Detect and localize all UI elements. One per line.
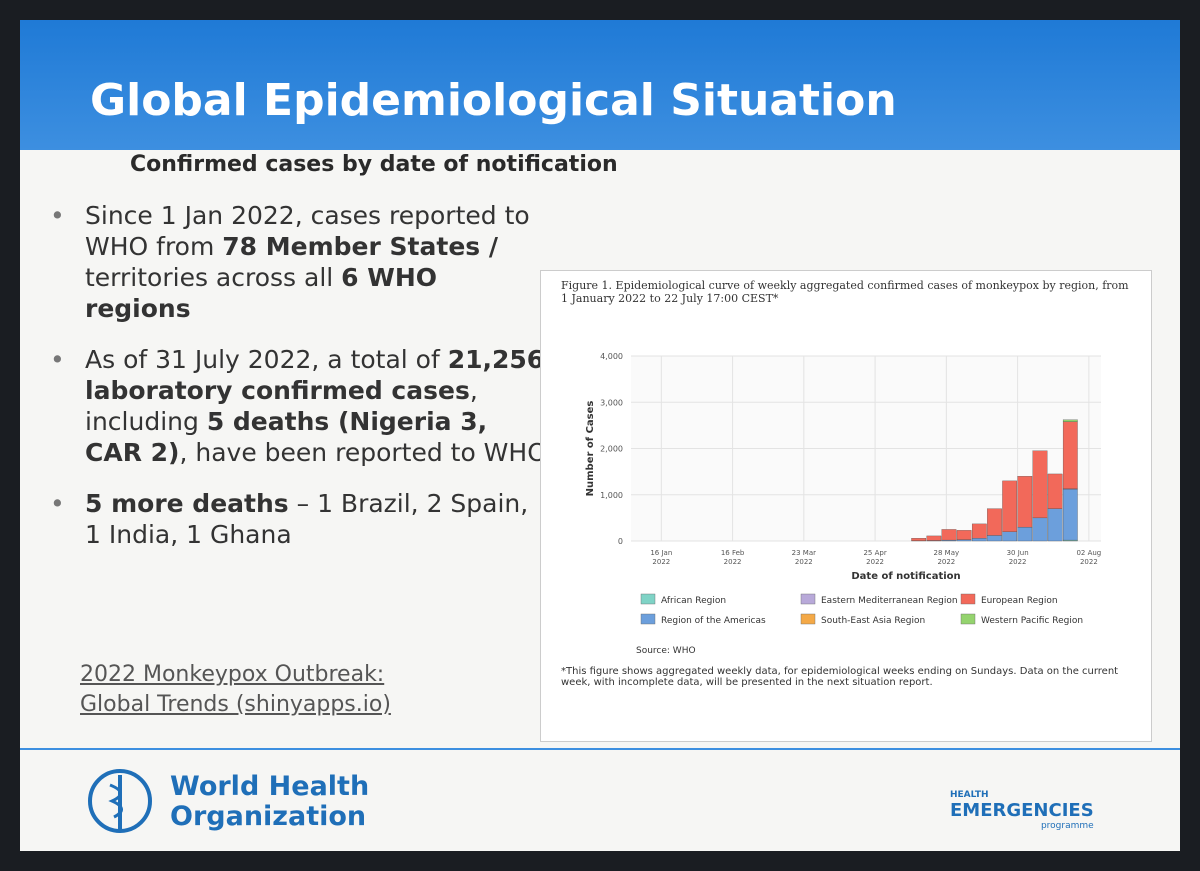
bullet-text: 21,256 laboratory confirmed cases — [85, 345, 545, 405]
slide-title: Global Epidemiological Situation — [90, 75, 897, 126]
legend-swatch — [800, 613, 816, 625]
y-tick-label: 4,000 — [600, 352, 623, 361]
programme-logo: HEALTH EMERGENCIES programme — [950, 790, 1094, 831]
bar-segment — [971, 523, 987, 539]
legend-swatch — [960, 593, 976, 605]
bullet-list: Since 1 Jan 2022, cases reported to WHO … — [50, 200, 550, 570]
bullet-text: 5 more deaths — [85, 489, 289, 518]
x-tick-label: 2022 — [937, 558, 955, 566]
bar-segment — [956, 539, 972, 542]
bar-segment — [1062, 489, 1078, 541]
legend-swatch — [800, 593, 816, 605]
programme-line: HEALTH — [950, 790, 989, 800]
footnote: *This figure shows aggregated weekly dat… — [561, 666, 1119, 688]
y-tick-label: 2,000 — [600, 445, 623, 454]
bullet-text: , including — [85, 376, 478, 436]
figure-title-box: Figure 1. Epidemiological curve of weekl… — [561, 279, 1129, 305]
bar-segment — [971, 538, 987, 542]
bullet-text: 5 deaths (Nigeria 3, CAR 2) — [85, 407, 488, 467]
bullet-text: 78 Member States / — [222, 232, 498, 261]
x-tick-label: 2022 — [795, 558, 813, 566]
bar-segment — [1017, 526, 1033, 542]
slide-subtitle: Confirmed cases by date of notification — [130, 152, 618, 177]
legend-label: African Region — [661, 596, 726, 606]
org-line: Organization — [170, 801, 367, 832]
header-band — [20, 20, 1180, 150]
slide: Global Epidemiological Situation Confirm… — [20, 20, 1180, 851]
bar-segment — [1032, 517, 1048, 542]
x-tick-label: 23 Mar — [792, 549, 816, 557]
chart: Figure 1. Epidemiological curve of weekl… — [561, 279, 1129, 688]
footer-rule — [20, 748, 1180, 750]
bar-segment — [1002, 480, 1018, 532]
bar-segment — [1062, 421, 1078, 489]
bar-segment — [1047, 508, 1063, 542]
bar-segment — [1017, 476, 1033, 528]
who-logo — [88, 769, 152, 833]
bar-segment — [987, 535, 1002, 542]
y-tick-label: 3,000 — [600, 398, 623, 407]
programme-line: programme — [1040, 821, 1094, 831]
bar-segment — [926, 535, 942, 541]
bullet-text: , have been reported to WHO — [179, 438, 547, 467]
bullet-text: 6 WHO regions — [85, 263, 438, 323]
x-tick-label: 2022 — [652, 558, 670, 566]
bar-segment — [1062, 419, 1078, 422]
bar-segment — [911, 538, 927, 541]
bar-segment — [1047, 473, 1063, 509]
x-tick-label: 25 Apr — [863, 549, 886, 557]
x-tick-label: 16 Feb — [721, 549, 745, 557]
bullet: 5 more deaths – 1 Brazil, 2 Spain, 1 Ind… — [50, 488, 550, 550]
bullet-text: As of 31 July 2022, a total of — [85, 345, 448, 374]
bar-segment — [956, 530, 972, 540]
x-tick-label: 2022 — [1080, 558, 1098, 566]
bar-segment — [987, 508, 1002, 536]
legend-label: Eastern Mediterranean Region — [821, 596, 958, 606]
x-tick-label: 2022 — [866, 558, 884, 566]
x-tick-label: 02 Aug — [1076, 549, 1101, 557]
bar-segment — [1002, 531, 1018, 542]
legend-swatch — [640, 613, 656, 625]
x-tick-label: 28 May — [934, 549, 960, 557]
figure: Figure 1. Epidemiological curve of weekl… — [540, 270, 1152, 742]
legend-label: Western Pacific Region — [981, 616, 1083, 626]
legend-label: Region of the Americas — [661, 616, 766, 626]
x-axis-label: Date of notification — [851, 571, 960, 582]
org-line: World Health — [170, 771, 370, 802]
x-tick-label: 2022 — [1009, 558, 1027, 566]
footnote-box: *This figure shows aggregated weekly dat… — [561, 666, 1119, 688]
bullet-text: – 1 Brazil, 2 Spain, 1 India, 1 Ghana — [85, 489, 529, 549]
x-tick-label: 2022 — [724, 558, 742, 566]
bullet: As of 31 July 2022, a total of 21,256 la… — [50, 344, 550, 468]
figure-title: Figure 1. Epidemiological curve of weekl… — [561, 279, 1129, 305]
x-tick-label: 30 Jun — [1007, 549, 1029, 557]
bullet-text: territories across all — [85, 263, 342, 292]
y-tick-label: 0 — [618, 537, 623, 546]
y-axis-label: Number of Cases — [585, 401, 596, 497]
bullet-text: Since 1 Jan 2022, cases reported to WHO … — [85, 201, 530, 261]
source: Source: WHO — [636, 646, 696, 656]
y-tick-label: 1,000 — [600, 491, 623, 500]
org-name: World Health Organization — [170, 772, 369, 832]
legend-swatch — [960, 613, 976, 625]
legend-label: European Region — [981, 596, 1058, 606]
bullet: Since 1 Jan 2022, cases reported to WHO … — [50, 200, 550, 324]
x-tick-label: 16 Jan — [650, 549, 672, 557]
legend-label: South-East Asia Region — [821, 616, 925, 626]
bar-segment — [941, 529, 957, 541]
link[interactable]: 2022 Monkeypox Outbreak: Global Trends (… — [80, 662, 391, 717]
legend-swatch — [640, 593, 656, 605]
programme-line: EMERGENCIES — [950, 800, 1094, 821]
bar-segment — [1032, 450, 1048, 519]
